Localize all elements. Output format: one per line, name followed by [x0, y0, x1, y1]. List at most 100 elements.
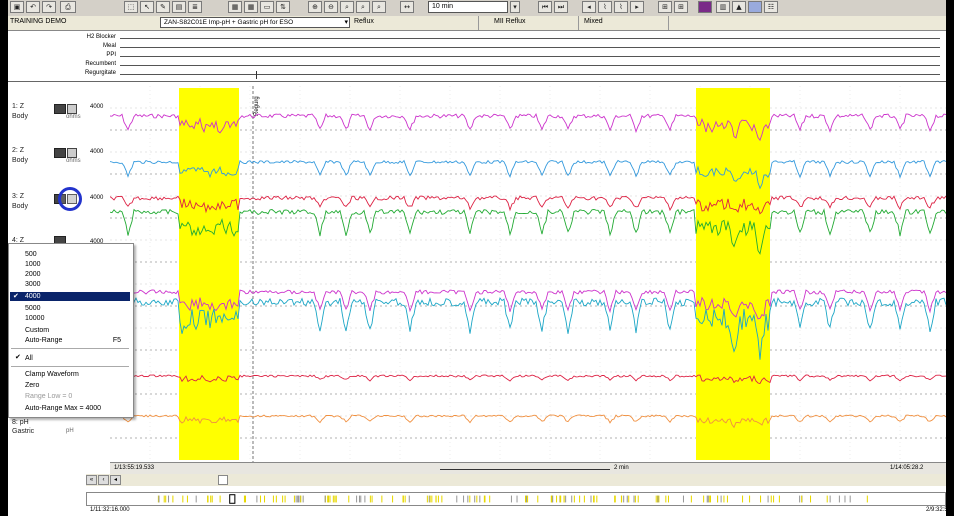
zoom-select[interactable]: 10 min [428, 1, 508, 13]
menu-item-500[interactable]: 500 [25, 251, 37, 258]
menu-item-clamp-waveform[interactable]: Clamp Waveform [25, 371, 79, 378]
triangle-icon[interactable]: ▲ [732, 1, 746, 13]
analysis-icon-2[interactable]: ⌇ [614, 1, 628, 13]
overview-mark [844, 495, 846, 503]
last-icon[interactable]: ⏭ [554, 1, 568, 13]
horizontal-scrollbar[interactable]: « ‹ ◂ [86, 474, 946, 486]
overview-mark [259, 495, 261, 503]
channel-1-site: Body [12, 113, 28, 120]
pointer-icon[interactable]: ↖ [140, 1, 154, 13]
event-row-recumbent[interactable] [120, 65, 940, 66]
time-bar: 1/13:55:19.533 2 min 1/14:05:28.2 [110, 462, 946, 475]
scroll-left-icon[interactable]: ‹ [98, 475, 109, 485]
scroll-first-icon[interactable]: « [86, 475, 97, 485]
mixed-label: Mixed [584, 18, 603, 25]
check-icon: ✔ [13, 293, 19, 300]
overview-mark [849, 495, 851, 503]
grid-icon[interactable]: ▦ [228, 1, 242, 13]
overview-mark [195, 495, 197, 503]
menu-item-2000[interactable]: 2000 [25, 271, 41, 278]
event-row-regurgitate[interactable] [120, 74, 940, 75]
event-row-ppi[interactable] [120, 56, 940, 57]
channel-4-scale-text: 4000 [90, 239, 104, 245]
overview-window[interactable] [229, 494, 236, 504]
menu-item-auto-range-max[interactable]: Auto-Range Max = 4000 [25, 405, 102, 412]
chart-icon[interactable]: ▥ [716, 1, 730, 13]
zoom-h-icon[interactable]: ⌕ [372, 1, 386, 13]
scroll-thumb[interactable] [218, 475, 228, 485]
first-icon[interactable]: ⏮ [538, 1, 552, 13]
menu-item-3000[interactable]: 3000 [25, 281, 41, 288]
waveform-plot[interactable]: Regurg 4000 4000 4000 4000 [110, 86, 946, 462]
channel-1-scale-button[interactable] [54, 104, 66, 114]
overview-mark [525, 495, 527, 503]
event-row-meal[interactable] [120, 47, 940, 48]
time-end: 1/14:05:28.2 [890, 465, 924, 471]
arrange-icon[interactable]: ⇅ [276, 1, 290, 13]
overview-mark [348, 495, 350, 503]
chevron-down-icon[interactable]: ▾ [510, 1, 520, 13]
color-icon[interactable] [748, 1, 762, 13]
zoom-box-icon[interactable]: ⌕ [356, 1, 370, 13]
event-row-h2[interactable] [120, 38, 940, 39]
menu-item-1000[interactable]: 1000 [25, 261, 41, 268]
annotate-icon[interactable]: ▤ [172, 1, 186, 13]
menu-item-zero[interactable]: Zero [25, 382, 40, 389]
print-icon[interactable]: ⎙ [60, 1, 76, 13]
overview-mark [474, 495, 476, 503]
overview-mark [573, 495, 575, 503]
menu-item-5000[interactable]: 5000 [25, 305, 41, 312]
scroll-prev-icon[interactable]: ◂ [110, 475, 121, 485]
overview-mark [709, 495, 711, 503]
overview-mark [158, 495, 160, 503]
overview-mark [369, 495, 371, 503]
overview-mark [563, 495, 565, 503]
channel-1-settings-button[interactable] [67, 104, 77, 114]
analysis-icon[interactable]: ⌇ [598, 1, 612, 13]
overview-mark [256, 495, 258, 503]
pencil-icon[interactable]: ✎ [156, 1, 170, 13]
channel-2-settings-button[interactable] [67, 148, 77, 158]
zoom-out-icon[interactable]: ⊖ [324, 1, 338, 13]
overview-mark [476, 495, 478, 503]
marker-icon[interactable]: ⊞ [658, 1, 672, 13]
zoom-fit-icon[interactable]: ⌕ [340, 1, 354, 13]
overview-mark [284, 495, 286, 503]
report-icon[interactable] [698, 1, 712, 13]
undo-icon[interactable]: ↶ [26, 1, 40, 13]
info-bar: TRAINING DEMO ZAN-S82C01E Imp-pH + Gastr… [8, 16, 946, 31]
time-span-line [440, 469, 610, 470]
grid-icon-2[interactable]: ▦ [244, 1, 258, 13]
menu-item-auto-range[interactable]: Auto-Range F5 [25, 336, 129, 345]
overview-mark [682, 495, 684, 503]
highlight-region-2[interactable] [696, 88, 770, 460]
range-icon[interactable]: ↔ [400, 1, 414, 13]
channel-1-scale-text: 4000 [90, 104, 104, 110]
channel-2-scale-button[interactable] [54, 148, 66, 158]
channel-2-unit: ohms [66, 158, 81, 164]
marker-icon-2[interactable]: ⊞ [674, 1, 688, 13]
highlight-region-1[interactable] [179, 88, 239, 460]
page-icon[interactable]: ▭ [260, 1, 274, 13]
menu-item-custom[interactable]: Custom [25, 327, 50, 334]
redo-icon[interactable]: ↷ [42, 1, 56, 13]
regurgitate-marker[interactable] [256, 71, 257, 79]
list-icon-2[interactable]: ☷ [764, 1, 778, 13]
channel-2-scale-text: 4000 [90, 149, 104, 155]
menu-item-4000[interactable]: ✔ 4000 [10, 292, 130, 301]
study-select[interactable]: ZAN-S82C01E Imp-pH + Gastric pH for ESO … [160, 17, 350, 28]
scale-context-menu: 500 1000 2000 3000 ✔ 4000 5000 10000 Cus… [8, 243, 134, 418]
menu-item-all[interactable]: All [25, 355, 33, 362]
save-icon[interactable]: ▣ [10, 1, 24, 13]
overview-mark [293, 495, 295, 503]
overview-mark [657, 495, 659, 503]
overview-strip[interactable] [86, 492, 946, 506]
overview-mark [634, 495, 636, 503]
overview-mark [723, 495, 725, 503]
zoom-in-icon[interactable]: ⊕ [308, 1, 322, 13]
select-icon[interactable]: ⬚ [124, 1, 138, 13]
next-icon[interactable]: ▸ [630, 1, 644, 13]
list-icon[interactable]: ≣ [188, 1, 202, 13]
prev-icon[interactable]: ◂ [582, 1, 596, 13]
menu-item-10000[interactable]: 10000 [25, 315, 45, 322]
